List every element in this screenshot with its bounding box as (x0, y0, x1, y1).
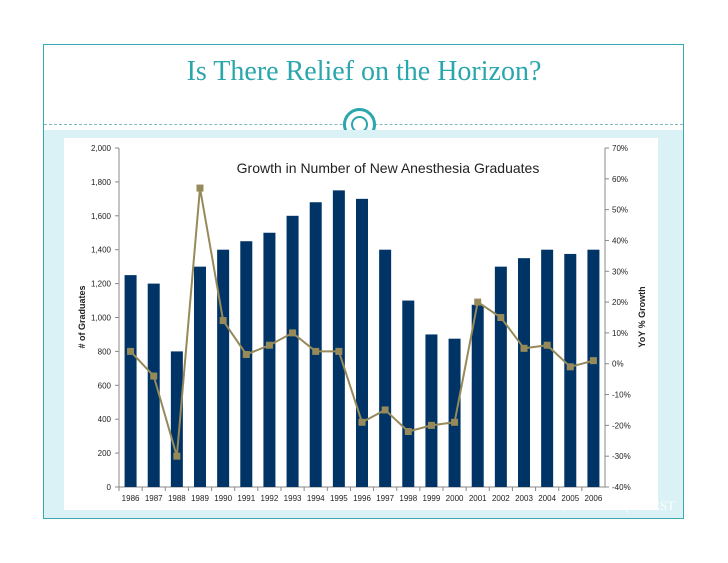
y2-tick-label: 60% (612, 175, 628, 184)
bar (518, 258, 530, 487)
slide-footer: October 27, 2009 2:15 p.m. EST (505, 498, 675, 513)
y2-tick-label: 40% (612, 236, 628, 245)
slide-title: Is There Relief on the Horizon? (186, 56, 542, 87)
bar (356, 198, 368, 487)
y2-tick-label: 70% (612, 144, 628, 153)
x-tick-label: 1990 (214, 494, 232, 503)
y-tick-label: 1,800 (91, 178, 112, 187)
growth-point (265, 341, 273, 349)
x-tick-label: 1986 (122, 494, 140, 503)
x-tick-label: 2001 (469, 494, 487, 503)
y-tick-label: 400 (98, 415, 112, 424)
x-tick-label: 2003 (515, 494, 533, 503)
x-tick-label: 1998 (399, 494, 417, 503)
growth-point (404, 428, 412, 436)
y2-tick-label: 30% (612, 267, 628, 276)
growth-point (543, 341, 551, 349)
x-tick-label: 1991 (237, 494, 255, 503)
y2-tick-label: 10% (612, 329, 628, 338)
bar (564, 253, 577, 487)
growth-point (242, 350, 250, 358)
y-tick-label: 200 (98, 449, 112, 458)
bar (541, 249, 554, 487)
bar (217, 249, 230, 487)
x-tick-label: 1992 (261, 494, 279, 503)
bar (124, 275, 137, 487)
bar (309, 202, 322, 488)
bar (425, 334, 438, 487)
y2-tick-label: 50% (612, 206, 628, 215)
chart-title: Growth in Number of New Anesthesia Gradu… (237, 160, 540, 176)
bar (379, 249, 392, 487)
y2-tick-label: -10% (612, 391, 631, 400)
growth-point (589, 357, 597, 365)
y2-tick-label: -40% (612, 483, 631, 492)
bar (240, 241, 253, 487)
growth-point (381, 406, 389, 414)
y-axis-label: # of Graduates (77, 285, 87, 348)
growth-point (312, 347, 320, 355)
x-tick-label: 1997 (376, 494, 394, 503)
x-tick-label: 1987 (145, 494, 163, 503)
x-tick-label: 2006 (585, 494, 603, 503)
x-tick-label: 2002 (492, 494, 510, 503)
y-tick-label: 800 (98, 347, 112, 356)
bar (332, 190, 345, 487)
bar (170, 351, 183, 487)
growth-point (566, 363, 574, 371)
y-tick-label: 0 (107, 483, 112, 492)
growth-point (358, 418, 366, 426)
y-tick-label: 1,600 (91, 212, 112, 221)
growth-point (196, 184, 204, 192)
bar (147, 283, 160, 487)
y2-axis-label: YoY % Growth (637, 286, 647, 347)
x-tick-label: 2004 (538, 494, 556, 503)
growth-point (127, 347, 135, 355)
growth-point (451, 418, 459, 426)
y2-tick-label: -20% (612, 421, 631, 430)
y-tick-label: 2,000 (91, 144, 112, 153)
bar (471, 304, 484, 487)
y2-tick-label: -30% (612, 452, 631, 461)
bar (286, 215, 299, 488)
bar (263, 232, 276, 487)
y-tick-label: 1,400 (91, 246, 112, 255)
growth-point (427, 421, 435, 429)
x-tick-label: 1989 (191, 494, 209, 503)
growth-point (173, 452, 181, 460)
x-tick-label: 2005 (561, 494, 579, 503)
bar (494, 266, 507, 487)
y2-tick-label: 0% (612, 360, 624, 369)
growth-point (335, 347, 343, 355)
y-tick-label: 600 (98, 381, 112, 390)
growth-point (520, 344, 528, 352)
x-tick-label: 1988 (168, 494, 186, 503)
growth-point (497, 314, 505, 321)
x-tick-label: 1996 (353, 494, 371, 503)
x-tick-label: 1999 (423, 494, 441, 503)
growth-point (150, 372, 158, 380)
bar (194, 266, 206, 487)
y-tick-label: 1,200 (91, 280, 112, 289)
y-tick-label: 1,000 (91, 314, 112, 323)
growth-point (474, 298, 482, 306)
bar (402, 300, 415, 487)
y2-tick-label: 20% (612, 298, 628, 307)
x-tick-label: 1994 (307, 494, 325, 503)
x-tick-label: 1993 (284, 494, 302, 503)
bar (587, 249, 600, 487)
growth-point (289, 329, 297, 337)
bar (448, 338, 461, 487)
x-tick-label: 2000 (446, 494, 464, 503)
growth-point (219, 317, 227, 325)
x-tick-label: 1995 (330, 494, 348, 503)
